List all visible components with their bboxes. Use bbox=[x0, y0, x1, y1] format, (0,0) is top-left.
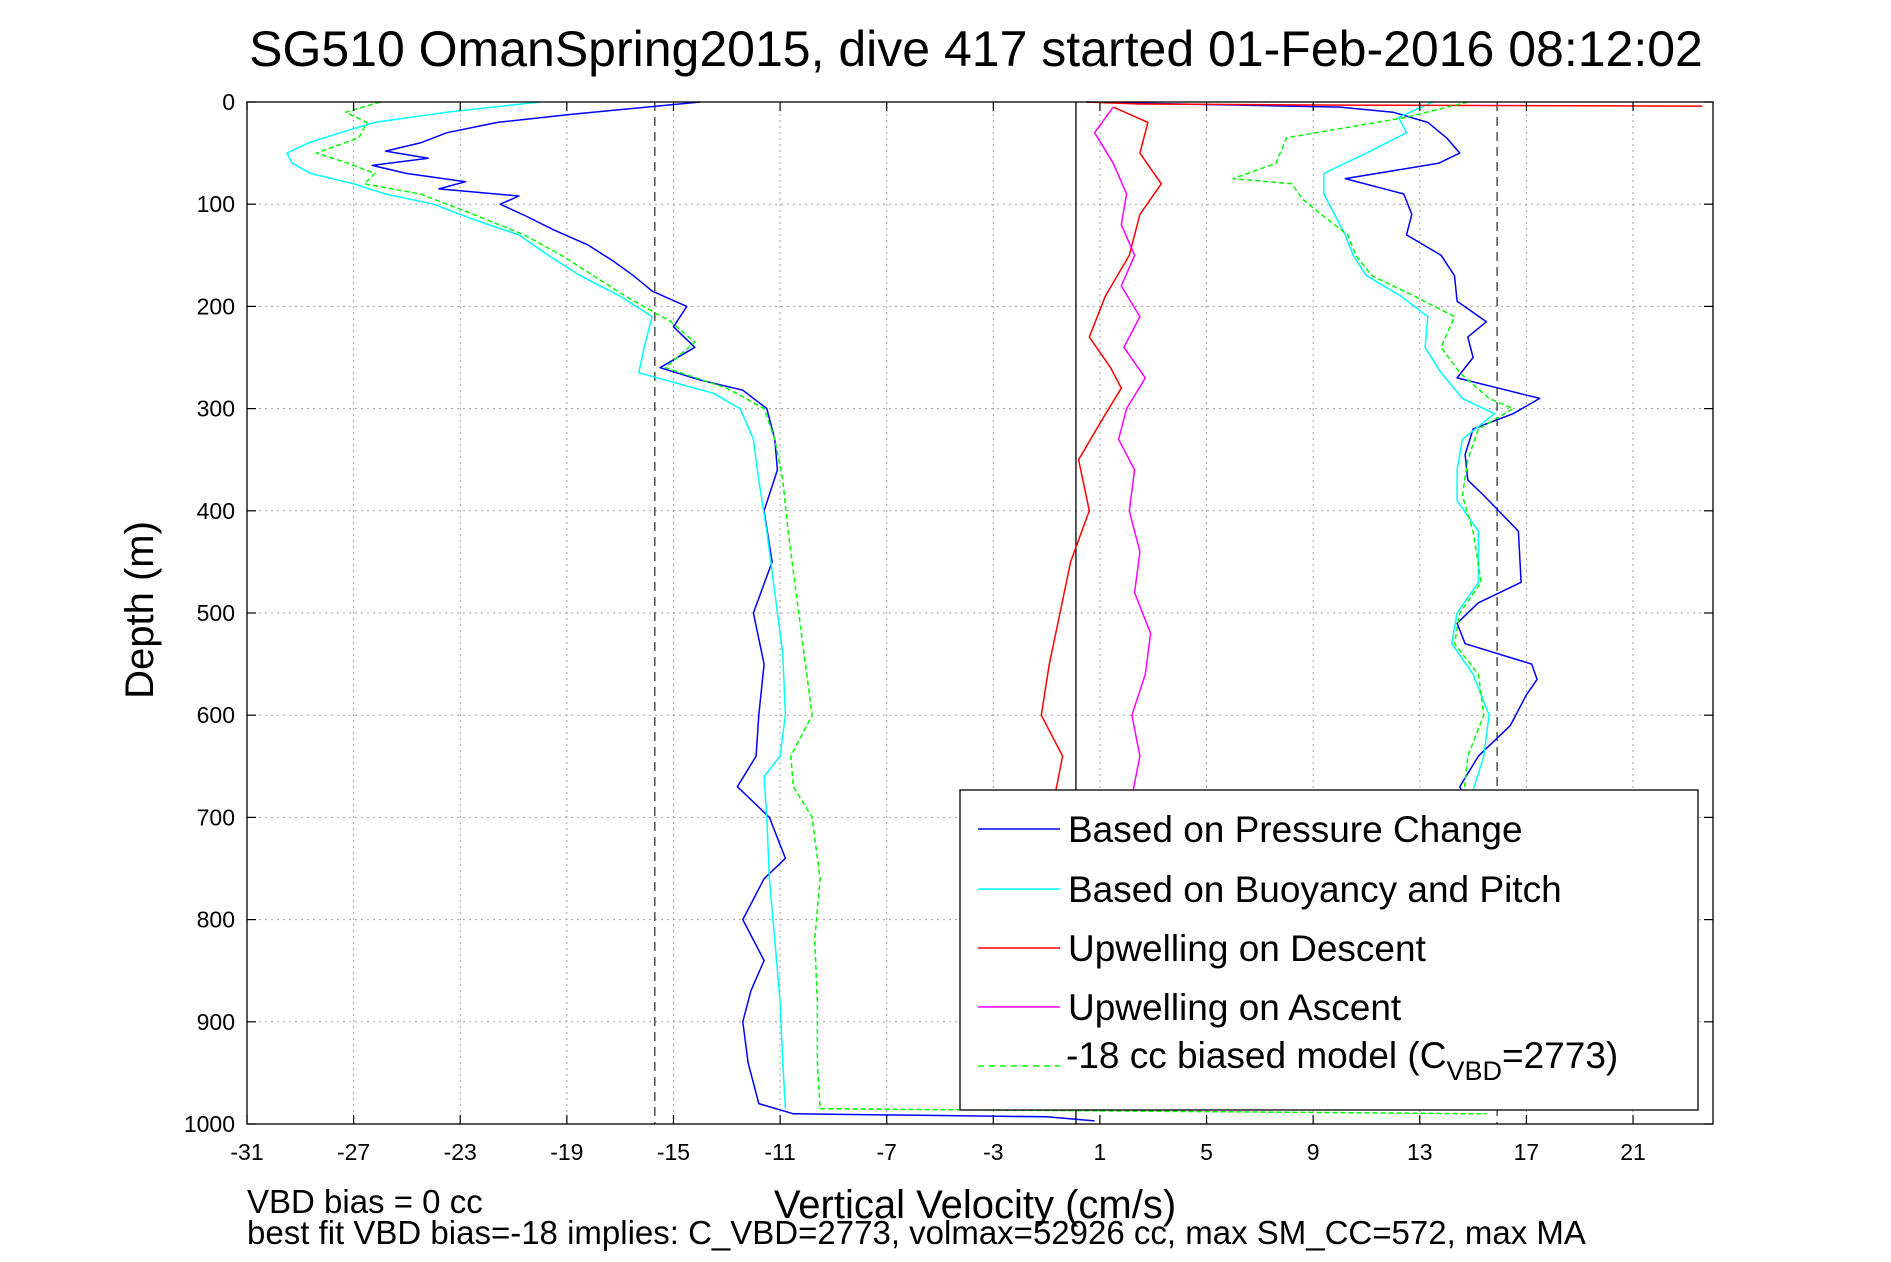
x-tick-label: -23 bbox=[444, 1139, 477, 1165]
y-axis-label: Depth (m) bbox=[118, 521, 162, 699]
series-line-0-0 bbox=[371, 101, 1095, 1122]
vbd-bias-annotation: VBD bias = 0 cc bbox=[247, 1183, 483, 1220]
x-tick-label: 13 bbox=[1407, 1139, 1433, 1165]
series-line-0-1 bbox=[1086, 101, 1541, 808]
legend-label-model-subscript: VBD bbox=[1446, 1056, 1502, 1086]
series-line-1-1 bbox=[1323, 101, 1496, 808]
legend-label-model-prefix: -18 cc biased model (C bbox=[1066, 1035, 1446, 1076]
chart-title: SG510 OmanSpring2015, dive 417 started 0… bbox=[249, 21, 1703, 77]
legend-label-descent: Upwelling on Descent bbox=[1068, 928, 1427, 969]
y-tick-label: 500 bbox=[197, 600, 235, 626]
x-tick-label: -15 bbox=[657, 1139, 690, 1165]
x-tick-label: 5 bbox=[1200, 1139, 1213, 1165]
y-tick-label: 0 bbox=[222, 89, 235, 115]
legend-label-buoyancy: Based on Buoyancy and Pitch bbox=[1068, 869, 1562, 910]
x-tick-label: -11 bbox=[764, 1139, 796, 1165]
best-fit-annotation: best fit VBD bias=-18 implies: C_VBD=277… bbox=[247, 1214, 1586, 1251]
y-tick-label: 300 bbox=[197, 396, 235, 422]
y-tick-label: 200 bbox=[197, 293, 235, 319]
x-tick-label: -31 bbox=[230, 1139, 263, 1165]
series-line-2-1 bbox=[1040, 106, 1163, 798]
y-tick-label: 600 bbox=[197, 702, 235, 728]
y-tick-label: 900 bbox=[197, 1009, 235, 1035]
series-line-3-0 bbox=[1093, 106, 1152, 798]
x-tick-label: -27 bbox=[337, 1139, 370, 1165]
legend-box bbox=[959, 789, 1699, 1111]
x-axis-label: Vertical Velocity (cm/s) bbox=[774, 1183, 1176, 1227]
legend-label-ascent: Upwelling on Ascent bbox=[1068, 987, 1402, 1028]
x-tick-label: -7 bbox=[876, 1139, 896, 1165]
series-line-4-1 bbox=[1232, 101, 1514, 808]
legend-label-model-suffix: =2773) bbox=[1502, 1035, 1618, 1076]
x-tick-label: -19 bbox=[550, 1139, 583, 1165]
x-tick-label: 1 bbox=[1094, 1139, 1107, 1165]
y-tick-label: 1000 bbox=[184, 1111, 235, 1137]
x-tick-label: 9 bbox=[1307, 1139, 1320, 1165]
x-tick-label: 17 bbox=[1514, 1139, 1540, 1165]
y-tick-label: 700 bbox=[197, 804, 235, 830]
series-line-2-0 bbox=[1086, 101, 1703, 107]
axis-ticks: -31 -27 -23 -19 -15 -11 -7 -3 1 5 9 13 17 21010020030… bbox=[184, 89, 1713, 1165]
series-layer bbox=[286, 101, 1703, 1122]
series-line-4-0 bbox=[315, 101, 1487, 1115]
y-tick-label: 400 bbox=[197, 498, 235, 524]
x-tick-label: 21 bbox=[1620, 1139, 1646, 1165]
y-tick-label: 100 bbox=[197, 191, 235, 217]
legend: Based on Pressure Change Based on Buoyan… bbox=[959, 789, 1699, 1111]
y-tick-label: 800 bbox=[197, 907, 235, 933]
legend-label-model: -18 cc biased model (CVBD=2773) bbox=[1066, 1035, 1618, 1086]
legend-label-pressure: Based on Pressure Change bbox=[1068, 809, 1523, 850]
x-tick-label: -3 bbox=[983, 1139, 1003, 1165]
series-line-1-0 bbox=[286, 101, 787, 1109]
